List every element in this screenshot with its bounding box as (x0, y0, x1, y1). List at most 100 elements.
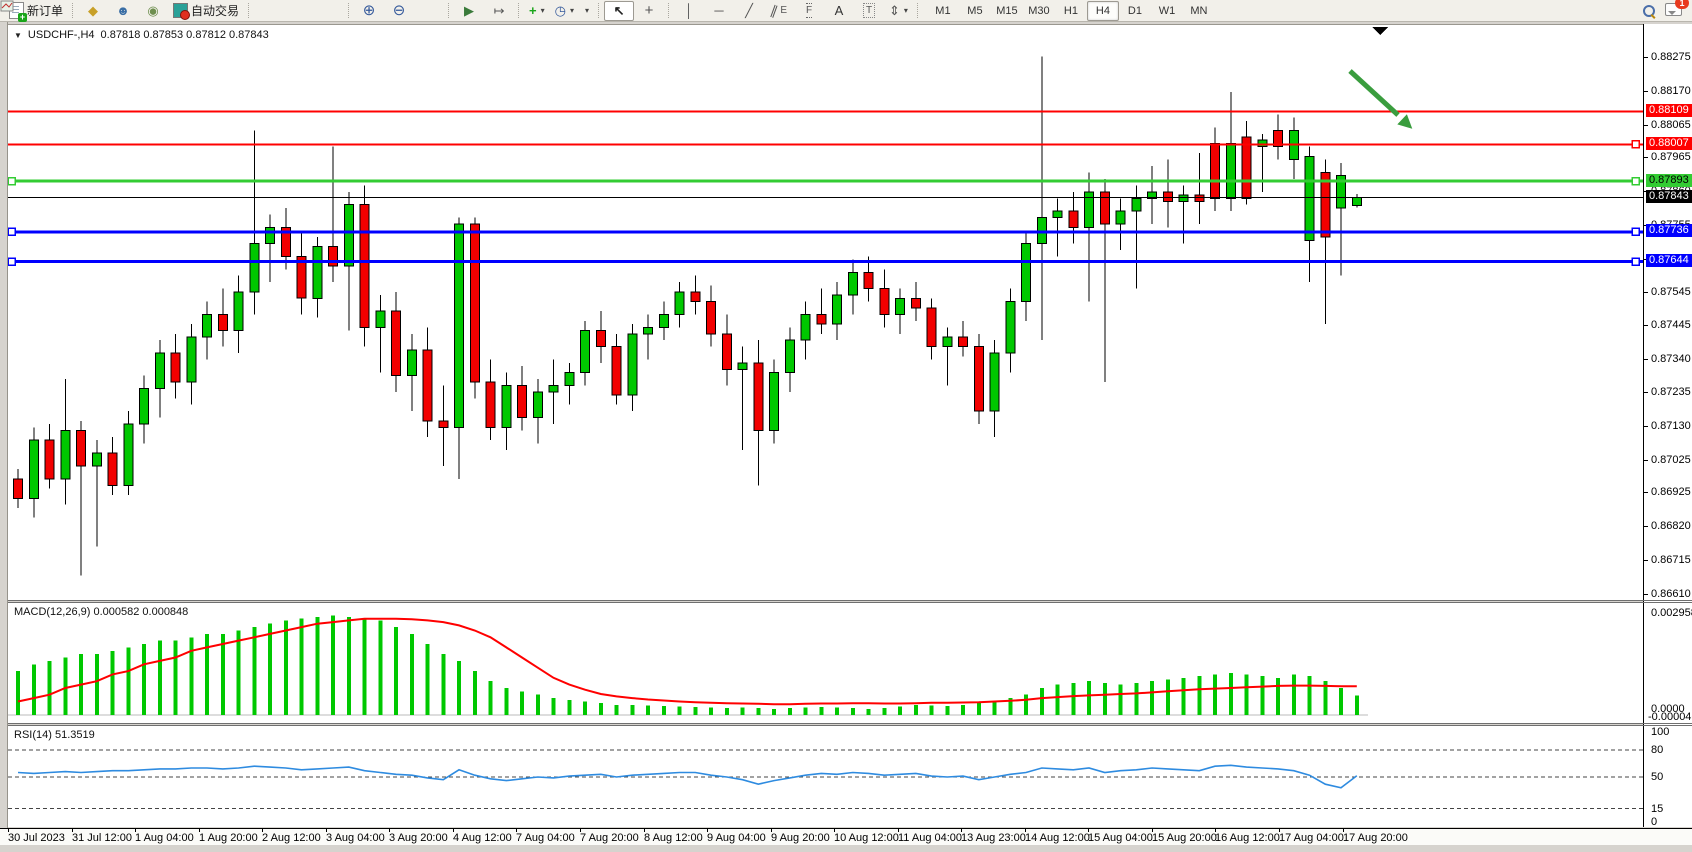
text-tool-button[interactable]: A (824, 1, 854, 21)
axis-tick (1644, 426, 1648, 427)
signal-icon: ◉ (147, 3, 159, 18)
time-axis-tick (771, 829, 772, 832)
horizontal-line-tool-button[interactable]: ─ (704, 1, 734, 21)
candle-body (28, 439, 39, 499)
candle-body (107, 452, 118, 486)
time-axis-tick (961, 829, 962, 832)
candle-body (611, 346, 622, 396)
candle-body (454, 223, 464, 428)
macd-panel[interactable]: MACD(12,26,9) 0.000582 0.000848 (8, 603, 1643, 723)
candle-body (186, 336, 197, 383)
price-axis[interactable]: 0.882750.881700.880650.879650.878600.877… (1643, 24, 1692, 828)
price-tick-label: 0.88170 (1651, 85, 1691, 97)
auto-scroll-button[interactable]: ▶ (454, 1, 484, 21)
date-label: 14 Aug 12:00 (1025, 832, 1090, 844)
price-chart-panel[interactable]: ▼ USDCHF-,H4 0.87818 0.87853 0.87812 0.8… (8, 24, 1643, 601)
timeframe-button-m1[interactable]: M1 (935, 4, 951, 17)
axis-tick (1644, 392, 1648, 393)
date-label: 9 Aug 20:00 (771, 832, 830, 844)
timeframe-button-m30[interactable]: M30 (1028, 4, 1050, 17)
timeframe-button-mn[interactable]: MN (1190, 4, 1208, 17)
autotrading-button[interactable]: 自动交易 (168, 1, 244, 21)
autotrading-label: 自动交易 (191, 4, 240, 18)
channel-tool-button[interactable]: ∥ E (764, 1, 794, 21)
zoom-out-button[interactable]: ⊖ (384, 1, 414, 21)
search-icon[interactable] (1643, 4, 1656, 19)
tile-windows-button[interactable] (1, 1, 444, 21)
panel-separator[interactable] (8, 725, 1692, 726)
panel-separator[interactable] (8, 723, 1692, 724)
candle-body (280, 226, 291, 257)
candle-body (233, 291, 244, 331)
candle-body (1351, 196, 1362, 206)
candle-body (1273, 130, 1283, 148)
candle-body (910, 297, 921, 309)
panel-separator[interactable] (8, 600, 1692, 601)
line-chart-button[interactable] (0, 1, 344, 21)
dropdown-arrow-icon: ▾ (585, 6, 590, 15)
indicators-icon: + (529, 3, 537, 18)
arrow-annotation[interactable] (1348, 69, 1413, 129)
line-handle (8, 176, 16, 186)
zoom-in-button[interactable]: ⊕ (354, 1, 384, 21)
timeframe-button-w1[interactable]: W1 (1158, 4, 1176, 17)
candle-body (406, 349, 417, 377)
candle-body (1336, 175, 1346, 209)
new-order-button[interactable]: + 新订单 (4, 1, 68, 22)
timeframe-button-h4[interactable]: H4 (1086, 0, 1119, 21)
candle-body (328, 246, 338, 267)
periods-button[interactable]: ◷ ▾ (550, 1, 579, 21)
label-tool-button[interactable]: T (854, 1, 884, 21)
candle-body (595, 330, 606, 348)
signal-button[interactable]: ◉ (138, 1, 168, 21)
styles-button[interactable]: ◆ (78, 1, 108, 21)
profile-button[interactable]: ☻ (108, 1, 138, 21)
candle-body (60, 430, 71, 480)
timeframe-button-m5[interactable]: M5 (967, 4, 983, 17)
candle-body (296, 255, 307, 299)
toolbar-separator (916, 3, 919, 18)
chart-shift-button[interactable]: ↦ (484, 1, 514, 21)
time-axis-tick (1343, 829, 1344, 832)
trendline-tool-button[interactable]: ╱ (734, 1, 764, 21)
rsi-level-label: 50 (1651, 771, 1664, 783)
templates-button[interactable]: ▾ (0, 0, 594, 21)
shapes-tool-button[interactable]: ⇕ ▾ (884, 1, 913, 21)
timeframe-button-h1[interactable]: H1 (1063, 4, 1078, 17)
vertical-line-icon: │ (684, 3, 694, 18)
candle-body (391, 310, 401, 377)
candle-body (76, 430, 86, 467)
chat-button[interactable]: 1 (1665, 0, 1689, 19)
price-tick-label: 0.87025 (1651, 454, 1691, 466)
cursor-tool-button[interactable]: ↖ (604, 0, 635, 21)
rsi-panel[interactable]: RSI(14) 51.3519 (8, 726, 1643, 827)
macd-signal-line (17, 617, 1357, 706)
crosshair-tool-button[interactable]: + (634, 1, 664, 21)
fibonacci-tool-button[interactable]: F (794, 1, 824, 21)
new-order-label: 新订单 (27, 4, 64, 18)
candle-body (548, 384, 559, 393)
indicators-button[interactable]: + ▾ (524, 1, 550, 21)
zoom-in-icon: ⊕ (362, 2, 376, 19)
timeframe-button-m15[interactable]: M15 (996, 4, 1018, 17)
panel-separator[interactable] (8, 602, 1692, 603)
macd-axis-max-label: 0.002958 (1651, 607, 1692, 619)
macd-label: MACD(12,26,9) 0.000582 0.000848 (14, 606, 189, 618)
zoom-out-icon: ⊖ (392, 2, 406, 19)
candle-body (438, 420, 449, 428)
timeframe-button-d1[interactable]: D1 (1127, 4, 1142, 17)
collapse-arrow-icon[interactable]: ▼ (14, 30, 22, 40)
candle-body (217, 313, 228, 331)
rsi-level-label: 100 (1651, 726, 1670, 738)
candlestick-chart-button[interactable] (1, 1, 314, 21)
axis-tick (1644, 594, 1648, 595)
candle-body (44, 439, 55, 480)
clock-icon: ◷ (554, 3, 566, 18)
trendline-icon: ╱ (745, 3, 753, 18)
bar-chart-button[interactable] (1, 1, 284, 21)
axis-tick (1644, 57, 1648, 58)
vertical-line-tool-button[interactable]: │ (674, 1, 704, 21)
date-label: 31 Jul 12:00 (72, 832, 132, 844)
time-axis[interactable]: 30 Jul 2023 31 Jul 12:00 1 Aug 04:00 1 Aug … (0, 828, 1692, 845)
